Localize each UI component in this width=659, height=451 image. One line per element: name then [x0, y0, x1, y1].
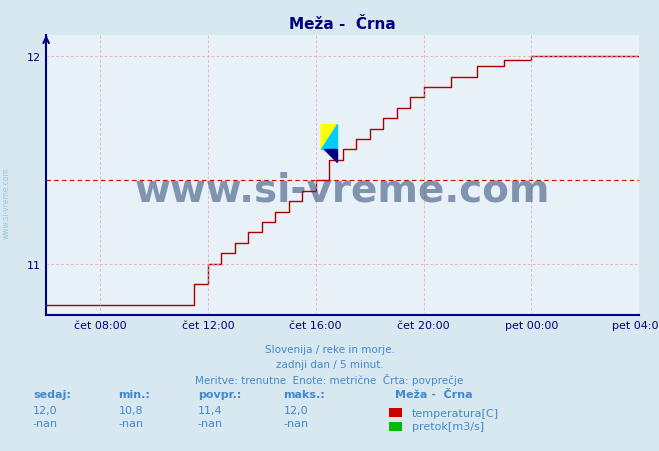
Text: -nan: -nan: [283, 418, 308, 428]
Text: zadnji dan / 5 minut.: zadnji dan / 5 minut.: [275, 359, 384, 369]
Text: pretok[m3/s]: pretok[m3/s]: [412, 421, 484, 431]
Text: 11,4: 11,4: [198, 405, 222, 414]
Text: 10,8: 10,8: [119, 405, 143, 414]
Title: Meža -  Črna: Meža - Črna: [289, 17, 396, 32]
Text: 12,0: 12,0: [283, 405, 308, 414]
Polygon shape: [324, 150, 337, 162]
Polygon shape: [321, 125, 337, 150]
Text: www.si-vreme.com: www.si-vreme.com: [135, 171, 550, 209]
Text: -nan: -nan: [33, 418, 58, 428]
Text: sedaj:: sedaj:: [33, 389, 71, 399]
Text: temperatura[C]: temperatura[C]: [412, 408, 499, 418]
Text: -nan: -nan: [198, 418, 223, 428]
Text: 12,0: 12,0: [33, 405, 57, 414]
Text: Slovenija / reke in morje.: Slovenija / reke in morje.: [264, 344, 395, 354]
Text: povpr.:: povpr.:: [198, 389, 241, 399]
Text: www.si-vreme.com: www.si-vreme.com: [2, 167, 11, 239]
Text: maks.:: maks.:: [283, 389, 325, 399]
Text: -nan: -nan: [119, 418, 144, 428]
Text: Meritve: trenutne  Enote: metrične  Črta: povprečje: Meritve: trenutne Enote: metrične Črta: …: [195, 373, 464, 385]
Polygon shape: [321, 125, 337, 150]
Text: Meža -  Črna: Meža - Črna: [395, 389, 473, 399]
Text: min.:: min.:: [119, 389, 150, 399]
